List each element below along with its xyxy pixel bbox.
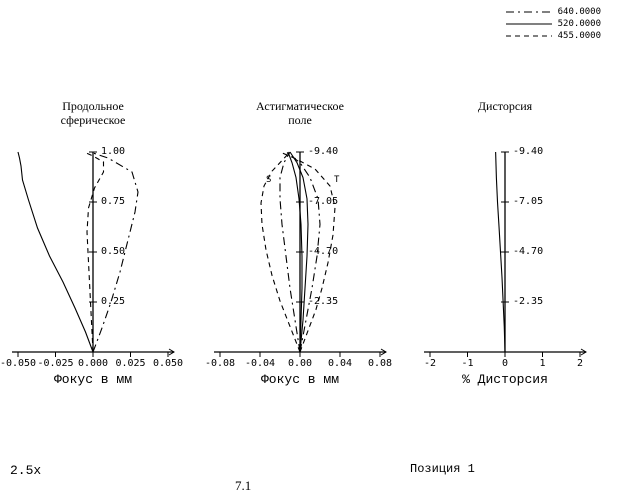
legend-item: 455.0000	[506, 30, 601, 42]
chart: -0.08-0.040.000.040.08-2.35-4.70-7.05-9.…	[210, 150, 390, 410]
chart: -2-1012-2.35-4.70-7.05-9.40% Дисторсия	[420, 150, 590, 410]
chart-title: Продольноесферическое	[8, 100, 178, 128]
legend-label: 520.0000	[558, 19, 601, 29]
charts-row: -0.050-0.0250.0000.0250.0500.250.500.751…	[0, 150, 619, 410]
x-axis-label: Фокус в мм	[8, 372, 178, 387]
chart-title: Дисторсия	[420, 100, 590, 114]
legend-label: 455.0000	[558, 31, 601, 41]
legend-item: 520.0000	[506, 18, 601, 30]
legend-item: 640.0000	[506, 6, 601, 18]
svg-text:S: S	[266, 175, 271, 185]
svg-text:T: T	[334, 175, 340, 185]
x-axis-label: Фокус в мм	[210, 372, 390, 387]
legend: 640.0000 520.0000 455.0000	[506, 6, 601, 42]
legend-label: 640.0000	[558, 7, 601, 17]
chart-title: Астигматическоеполе	[210, 100, 390, 128]
zoom-label: 2.5x	[10, 463, 41, 478]
position-label: Позиция 1	[410, 462, 475, 476]
chart: -0.050-0.0250.0000.0250.0500.250.500.751…	[8, 150, 178, 410]
x-axis-label: % Дисторсия	[420, 372, 590, 387]
figure-number: 7.1	[235, 478, 251, 494]
